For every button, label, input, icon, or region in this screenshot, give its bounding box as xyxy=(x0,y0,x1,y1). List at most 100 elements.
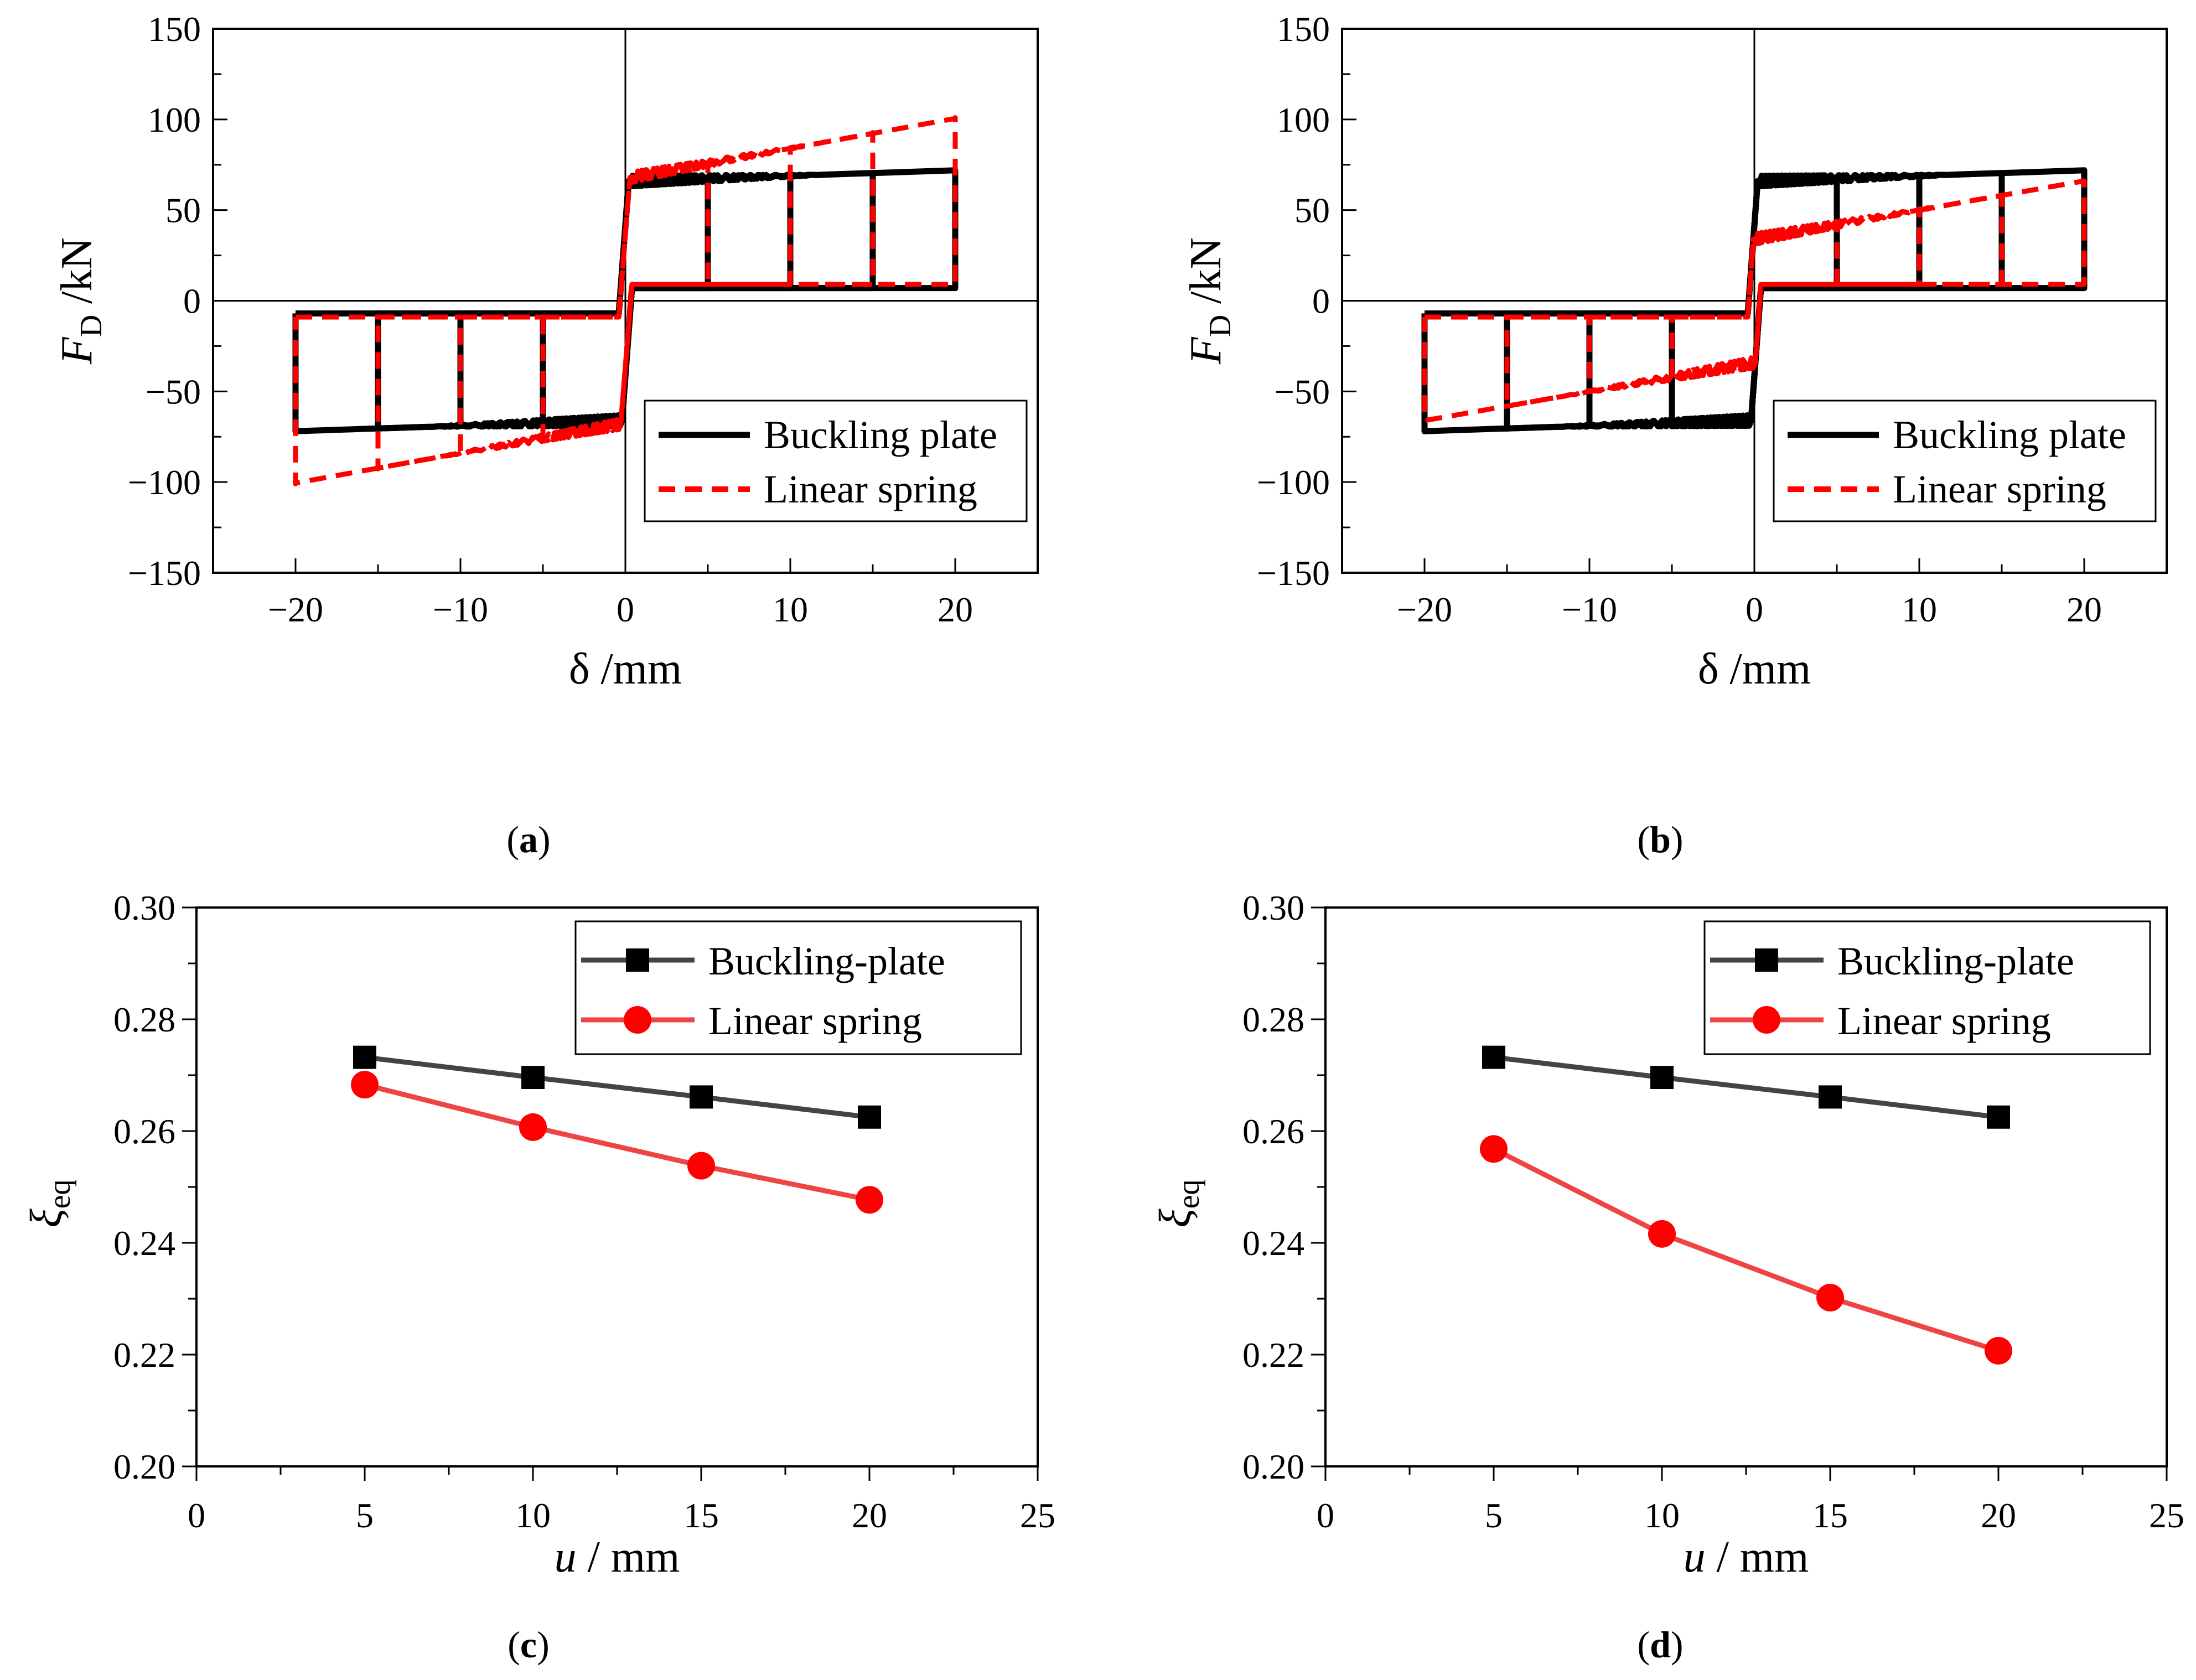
y-axis-title-sub: eq xyxy=(43,1179,77,1209)
y-axis-title-main: ξ xyxy=(1151,1209,1200,1228)
y-axis-title: ξeq xyxy=(1151,1179,1206,1227)
caption-paren-open: ( xyxy=(1637,818,1650,860)
y-tick-label: 0.22 xyxy=(1242,1335,1304,1375)
y-axis-title-main: F xyxy=(53,336,101,365)
x-tick-label: 0 xyxy=(1746,590,1763,629)
x-axis-title: δ /mm xyxy=(569,645,682,693)
x-tick-label: −10 xyxy=(433,590,488,629)
x-tick-label: 20 xyxy=(852,1496,887,1535)
buckling-plate-point xyxy=(858,1105,881,1129)
y-tick-label: −100 xyxy=(1257,463,1330,502)
caption-letter: c xyxy=(520,1624,537,1666)
caption-paren-close: ) xyxy=(1671,818,1684,860)
x-tick-label: 5 xyxy=(356,1496,374,1535)
y-tick-label: 100 xyxy=(148,100,201,139)
y-tick-label: −50 xyxy=(146,372,201,411)
x-tick-label: −20 xyxy=(1397,590,1452,629)
y-tick-label: 0.26 xyxy=(113,1112,175,1151)
legend-marker-linear-spring xyxy=(624,1006,651,1034)
caption-paren-open: ( xyxy=(506,818,519,860)
y-axis-title: FD /kN xyxy=(1182,237,1237,365)
caption-paren-open: ( xyxy=(1637,1624,1650,1666)
x-tick-label: 10 xyxy=(515,1496,551,1535)
linear-spring-point xyxy=(1985,1336,2012,1365)
linear-spring-point xyxy=(687,1152,715,1180)
y-tick-label: 0.28 xyxy=(1242,1000,1304,1039)
y-axis-title-main: F xyxy=(1182,336,1230,365)
y-tick-label: 0 xyxy=(1312,282,1330,321)
linear-spring-point xyxy=(1480,1135,1508,1163)
y-tick-label: −150 xyxy=(128,553,201,593)
legend-box xyxy=(1773,400,2157,522)
x-axis-title-unit: / mm xyxy=(1706,1533,1809,1582)
panel-caption: (a) xyxy=(506,818,550,860)
y-tick-label: 0.24 xyxy=(113,1223,175,1263)
y-tick-label: −50 xyxy=(1275,372,1330,411)
y-tick-label: 0.24 xyxy=(1242,1223,1304,1263)
x-tick-label: 20 xyxy=(2066,590,2102,629)
caption-letter: a xyxy=(519,818,538,860)
caption-paren-close: ) xyxy=(537,1624,550,1666)
legend-marker-buckling-plate xyxy=(1755,948,1778,972)
legend-label-linear-spring: Linear spring xyxy=(1893,467,2106,511)
x-axis-title-main: u xyxy=(555,1533,577,1582)
y-tick-label: 0.20 xyxy=(1242,1447,1304,1486)
legend-box xyxy=(644,400,1028,522)
buckling-plate-point xyxy=(1482,1045,1505,1069)
legend-label-buckling-plate: Buckling plate xyxy=(1893,413,2126,457)
x-tick-label: 25 xyxy=(1020,1496,1055,1535)
x-tick-label: 10 xyxy=(1644,1496,1680,1535)
y-tick-label: 0.22 xyxy=(113,1335,175,1375)
x-axis-title-main: u xyxy=(1684,1533,1706,1582)
linear-spring-loop-20mm xyxy=(293,115,958,486)
buckling-plate-line xyxy=(364,1055,870,1120)
buckling-plate-point xyxy=(353,1045,376,1069)
x-axis-title: u / mm xyxy=(1684,1533,1809,1582)
legend-label-buckling-plate: Buckling plate xyxy=(764,413,997,457)
panel-caption: (b) xyxy=(1637,818,1683,860)
legend-label-linear-spring: Linear spring xyxy=(764,467,977,511)
linear-spring-line xyxy=(1492,1147,2000,1354)
y-tick-label: 150 xyxy=(1277,9,1330,49)
x-tick-label: 25 xyxy=(2149,1496,2184,1535)
y-axis-title-sub: D xyxy=(74,315,108,337)
x-tick-label: 5 xyxy=(1485,1496,1503,1535)
x-tick-label: −10 xyxy=(1562,590,1617,629)
y-tick-label: 50 xyxy=(165,191,201,230)
y-axis-title-sub: D xyxy=(1203,315,1237,337)
y-tick-label: −100 xyxy=(128,463,201,502)
linear-spring-line xyxy=(364,1082,870,1202)
buckling-plate-line xyxy=(1493,1055,1999,1120)
y-tick-label: 0.20 xyxy=(113,1447,175,1486)
panel-c: 0 5 10 15 20 25 0.30 0.28 0.26 0.24 0.22 0.20 u / mm… xyxy=(22,888,1055,1666)
x-axis-title: u / mm xyxy=(555,1533,680,1582)
x-tick-label: 20 xyxy=(1981,1496,2016,1535)
panel-d: 0 5 10 15 20 25 0.30 0.28 0.26 0.24 0.22 0.20 u / mm… xyxy=(1151,888,2184,1666)
x-tick-label: 0 xyxy=(617,590,634,629)
buckling-plate-point xyxy=(690,1085,713,1109)
y-tick-label: 100 xyxy=(1277,100,1330,139)
legend-label-linear-spring: Linear spring xyxy=(708,999,922,1043)
y-axis-title-main: ξ xyxy=(22,1209,71,1228)
caption-paren-close: ) xyxy=(1671,1624,1684,1666)
x-tick-label: 0 xyxy=(1317,1496,1334,1535)
y-tick-label: 0.30 xyxy=(1242,888,1304,927)
y-tick-label: −150 xyxy=(1257,553,1330,593)
x-tick-label: 10 xyxy=(1902,590,1937,629)
linear-spring-point xyxy=(351,1071,379,1099)
legend-box xyxy=(1703,920,2151,1055)
y-tick-label: 0.26 xyxy=(1242,1112,1304,1151)
caption-paren-close: ) xyxy=(538,818,551,860)
linear-spring-point xyxy=(856,1186,883,1214)
legend-marker-linear-spring xyxy=(1753,1006,1780,1034)
x-tick-label: −20 xyxy=(268,590,323,629)
x-tick-label: 20 xyxy=(938,590,973,629)
buckling-plate-point xyxy=(521,1066,545,1090)
legend-label-buckling-plate: Buckling-plate xyxy=(708,939,945,983)
y-tick-label: 0.30 xyxy=(113,888,175,927)
linear-spring-point xyxy=(1648,1220,1676,1248)
legend-label-linear-spring: Linear spring xyxy=(1837,999,2051,1043)
legend-box xyxy=(574,920,1022,1055)
